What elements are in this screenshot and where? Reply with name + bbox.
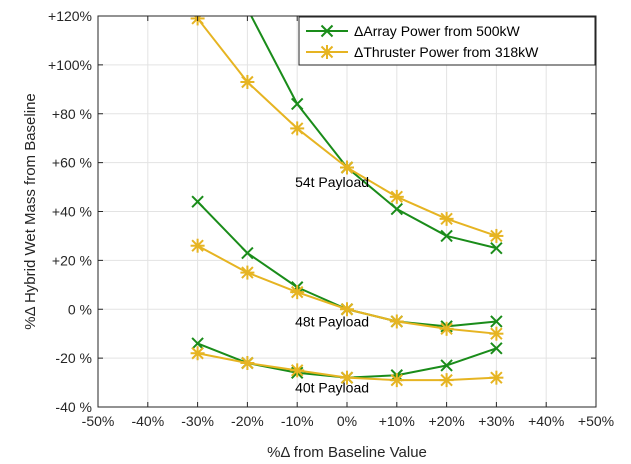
x-tick-label: +50% xyxy=(578,413,614,429)
legend-label: ΔThruster Power from 318kW xyxy=(354,44,539,60)
y-tick-label: +40 % xyxy=(52,204,92,220)
y-axis-label: %Δ Hybrid Wet Mass from Baseline xyxy=(22,93,39,329)
legend-item: ΔThruster Power from 318kW xyxy=(306,44,539,60)
x-tick-label: -20% xyxy=(231,413,264,429)
asterisk-marker xyxy=(489,370,504,385)
x-marker xyxy=(241,246,254,260)
series-line xyxy=(190,238,504,341)
series-layer xyxy=(190,3,504,388)
asterisk-marker xyxy=(240,356,255,371)
y-tick-label: +80 % xyxy=(52,106,92,122)
x-marker xyxy=(242,3,253,14)
x-marker xyxy=(290,97,304,111)
payload-annotation: 40t Payload xyxy=(295,379,369,395)
x-tick-label: +10% xyxy=(379,413,415,429)
series-line xyxy=(190,346,504,388)
x-marker xyxy=(191,195,204,208)
y-tick-label: -20 % xyxy=(55,350,92,366)
x-marker xyxy=(390,202,404,216)
y-tick-label: +100% xyxy=(48,57,92,73)
asterisk-marker xyxy=(290,121,305,136)
y-tick-label: +120% xyxy=(48,8,92,24)
asterisk-marker xyxy=(439,373,454,388)
x-tick-label: -40% xyxy=(131,413,164,429)
x-tick-label: +40% xyxy=(528,413,564,429)
annotations: 54t Payload 48t Payload 40t Payload xyxy=(295,174,369,395)
asterisk-marker xyxy=(290,285,305,300)
legend-label: ΔArray Power from 500kW xyxy=(354,23,521,39)
x-tick-label: +30% xyxy=(478,413,514,429)
payload-annotation: 48t Payload xyxy=(295,313,369,329)
asterisk-marker xyxy=(389,189,404,204)
asterisk-marker xyxy=(340,160,354,175)
y-tick-label: +20 % xyxy=(52,252,92,268)
asterisk-marker xyxy=(320,45,334,59)
asterisk-marker xyxy=(439,211,454,226)
grid xyxy=(97,15,597,408)
x-marker xyxy=(440,229,453,243)
x-marker xyxy=(440,359,453,372)
x-marker xyxy=(490,315,503,328)
x-axis-label: %Δ from Baseline Value xyxy=(267,444,427,461)
x-tick-label: +20% xyxy=(428,413,464,429)
series-line xyxy=(190,16,504,243)
asterisk-marker xyxy=(240,265,255,280)
x-marker xyxy=(490,342,503,355)
x-tick-label: 0% xyxy=(337,413,357,429)
x-tick-label: -30% xyxy=(181,413,214,429)
asterisk-marker xyxy=(190,238,205,253)
x-marker xyxy=(490,241,503,255)
x-marker xyxy=(191,337,204,350)
legend-box xyxy=(298,16,596,66)
y-tick-label: 0 % xyxy=(68,301,92,317)
asterisk-marker xyxy=(240,74,255,89)
x-tick-label: -50% xyxy=(82,413,115,429)
asterisk-marker xyxy=(290,363,305,378)
y-tick-label: +60 % xyxy=(52,155,92,171)
asterisk-marker xyxy=(489,326,504,341)
legend: ΔArray Power from 500kW ΔThruster Power f… xyxy=(298,16,596,66)
asterisk-marker xyxy=(389,373,404,388)
ticks: -50% -40% -30% -20% -10% 0% +10% +20% +30% +40% +5… xyxy=(48,8,614,429)
x-tick-label: -10% xyxy=(281,413,314,429)
asterisk-marker xyxy=(439,321,454,336)
asterisk-marker xyxy=(190,346,205,361)
payload-annotation: 54t Payload xyxy=(295,174,369,190)
asterisk-marker xyxy=(340,302,354,317)
y-tick-label: -40 % xyxy=(55,399,92,415)
legend-item: ΔArray Power from 500kW xyxy=(306,23,521,39)
asterisk-marker xyxy=(389,314,404,329)
x-marker xyxy=(320,24,334,38)
asterisk-marker xyxy=(489,228,504,243)
asterisk-marker xyxy=(340,370,354,385)
